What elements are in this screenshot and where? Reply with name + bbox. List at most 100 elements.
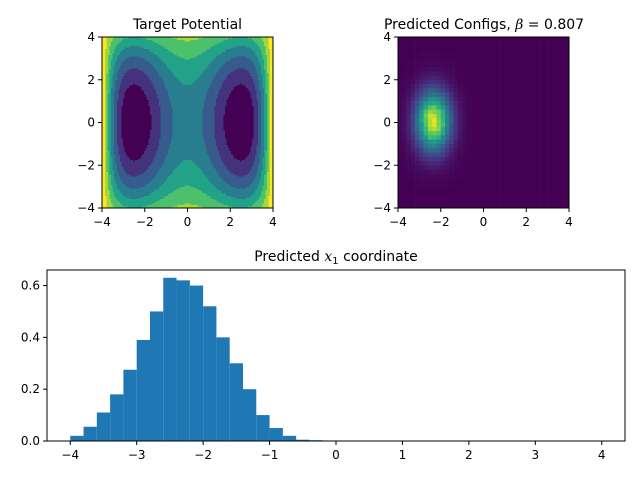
- contour-cell: [241, 40, 244, 42]
- contour-cell: [121, 47, 124, 50]
- contour-cell: [162, 76, 164, 78]
- contour-cell: [159, 59, 161, 62]
- contour-cell: [181, 62, 184, 65]
- contour-cell: [202, 64, 205, 66]
- contour-cell: [168, 50, 170, 53]
- contour-cell: [271, 68, 273, 71]
- contour-cell: [109, 82, 112, 84]
- contour-cell: [211, 58, 214, 60]
- contour-cell: [234, 77, 236, 80]
- contour-cell: [270, 83, 272, 86]
- contour-cell: [144, 55, 146, 57]
- contour-cell: [255, 77, 257, 80]
- contour-cell: [229, 52, 232, 54]
- contour-cell: [192, 67, 194, 69]
- contour-cell: [157, 52, 160, 54]
- contour-cell: [108, 40, 110, 42]
- contour-cell: [220, 80, 223, 83]
- contour-cell: [228, 46, 230, 48]
- contour-cell: [127, 73, 130, 75]
- contour-cell: [195, 73, 197, 75]
- contour-cell: [127, 71, 130, 74]
- contour-cell: [183, 80, 185, 83]
- contour-cell: [147, 38, 149, 41]
- contour-cell: [237, 79, 239, 81]
- contour-cell: [207, 82, 209, 84]
- contour-cell: [129, 82, 131, 84]
- contour-cell: [223, 74, 226, 77]
- contour-cell: [156, 53, 158, 56]
- contour-cell: [145, 74, 148, 77]
- contour-cell: [241, 77, 244, 80]
- contour-cell: [198, 61, 200, 63]
- contour-cell: [112, 61, 115, 63]
- contour-cell: [237, 85, 239, 87]
- contour-cell: [144, 50, 146, 53]
- contour-cell: [195, 61, 197, 63]
- contour-cell: [240, 70, 242, 72]
- contour-cell: [246, 49, 248, 51]
- contour-cell: [184, 79, 187, 81]
- contour-cell: [163, 44, 166, 47]
- contour-cell: [118, 58, 121, 60]
- contour-cell: [147, 50, 149, 53]
- contour-cell: [247, 67, 250, 69]
- contour-cell: [162, 61, 164, 63]
- contour-cell: [124, 41, 127, 44]
- contour-cell: [106, 61, 109, 63]
- contour-cell: [271, 71, 273, 74]
- contour-cell: [259, 64, 262, 66]
- contour-cell: [238, 37, 241, 39]
- contour-cell: [204, 83, 206, 86]
- contour-cell: [169, 56, 172, 59]
- contour-cell: [133, 52, 136, 54]
- contour-cell: [190, 80, 193, 83]
- contour-cell: [184, 65, 187, 68]
- contour-cell: [148, 53, 151, 56]
- contour-cell: [249, 37, 251, 39]
- contour-cell: [169, 53, 172, 56]
- contour-cell: [159, 65, 161, 68]
- contour-cell: [270, 44, 272, 47]
- contour-cell: [135, 50, 137, 53]
- contour-cell: [123, 67, 125, 69]
- contour-cell: [165, 47, 167, 50]
- contour-cell: [172, 67, 175, 69]
- contour-cell: [247, 76, 250, 78]
- contour-cell: [253, 55, 256, 57]
- contour-cell: [102, 70, 104, 72]
- contour-cell: [234, 83, 236, 86]
- contour-cell: [121, 56, 124, 59]
- contour-cell: [160, 85, 163, 87]
- contour-cell: [229, 73, 232, 75]
- contour-cell: [153, 61, 155, 63]
- contour-cell: [232, 62, 235, 65]
- contour-cell: [243, 43, 245, 45]
- contour-cell: [223, 55, 226, 57]
- contour-cell: [174, 67, 176, 69]
- contour-cell: [178, 38, 181, 41]
- contour-cell: [204, 58, 206, 60]
- contour-cell: [216, 77, 218, 80]
- contour-cell: [267, 62, 269, 65]
- contour-cell: [186, 65, 188, 68]
- contour-cell: [231, 44, 233, 47]
- contour-cell: [241, 71, 244, 74]
- contour-cell: [228, 82, 230, 84]
- contour-cell: [250, 61, 253, 63]
- contour-cell: [130, 79, 133, 81]
- contour-cell: [232, 71, 235, 74]
- contour-cell: [115, 38, 118, 41]
- contour-cell: [112, 80, 115, 83]
- contour-cell: [210, 67, 212, 69]
- contour-cell: [141, 70, 143, 72]
- contour-cell: [168, 37, 170, 39]
- contour-cell: [195, 71, 197, 74]
- contour-cell: [147, 71, 149, 74]
- contour-cell: [141, 85, 143, 87]
- contour-cell: [214, 79, 217, 81]
- contour-cell: [109, 53, 112, 56]
- contour-cell: [207, 79, 209, 81]
- contour-cell: [117, 40, 119, 42]
- contour-cell: [144, 74, 146, 77]
